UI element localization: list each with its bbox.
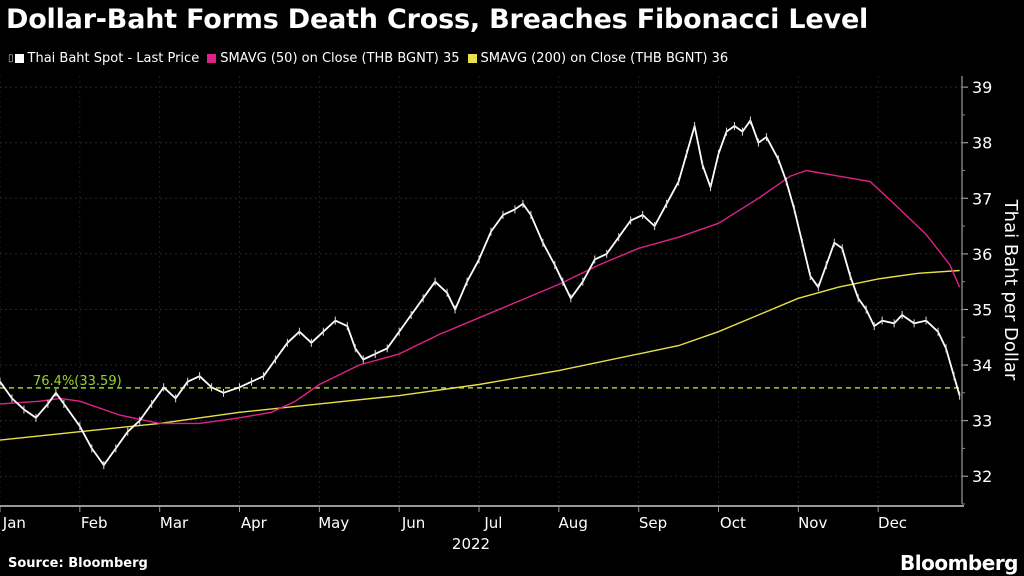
x-tick-label-mar: Mar [160,514,189,532]
y-tick-label-32: 32 [972,467,992,486]
brand-logo: Bloomberg [900,551,1018,575]
y-tick-label-38: 38 [972,134,992,153]
x-tick-label-sep: Sep [639,514,667,532]
x-tick-label-dec: Dec [878,514,907,532]
fib-level-label: 76.4%(33.59) [33,374,122,389]
series-sma200-line [0,269,960,441]
legend-swatch-spot [14,54,24,63]
y-axis-title: Thai Baht per Dollar [1000,199,1021,381]
x-tick-label-jan: Jan [2,514,26,532]
legend-item-sma200: SMAVG (200) on Close (THB BGNT) 36 [467,51,729,66]
legend-label-sma50: SMAVG (50) on Close (THB BGNT) 35 [220,51,460,66]
x-tick-label-may: May [318,514,349,532]
legend: ▯ Thai Baht Spot - Last Price SMAVG (50)… [8,51,736,66]
y-tick-label-36: 36 [972,245,992,264]
legend-swatch-sma50 [207,54,217,63]
chart-title: Dollar-Baht Forms Death Cross, Breaches … [6,4,869,35]
y-tick-label-35: 35 [972,300,992,319]
series-sma50-line [0,169,961,425]
y-tick-label-39: 39 [972,78,992,97]
x-tick-label-nov: Nov [798,514,827,532]
legend-label-sma200: SMAVG (200) on Close (THB BGNT) 36 [480,51,729,66]
x-tick-label-aug: Aug [559,514,588,532]
legend-item-spot: Thai Baht Spot - Last Price [14,51,200,66]
y-tick-label-34: 34 [972,356,992,375]
source-note: Source: Bloomberg [8,556,148,571]
x-tick-label-jun: Jun [401,514,425,532]
x-axis-year-label: 2022 [452,535,490,553]
legend-label-spot: Thai Baht Spot - Last Price [27,51,200,66]
x-tick-label-jul: Jul [483,514,502,532]
x-tick-label-apr: Apr [241,514,268,532]
y-tick-label-37: 37 [972,189,992,208]
x-tick-label-oct: Oct [720,514,746,532]
chart-area: 32 33 34 35 36 37 38 39 Thai Baht per Dollar Jan F… [0,76,1021,553]
legend-item-sma50: SMAVG (50) on Close (THB BGNT) 35 [207,51,460,66]
legend-marker-icon: ▯ [8,53,14,64]
y-tick-label-33: 33 [972,412,992,431]
x-tick-label-feb: Feb [81,514,108,532]
legend-swatch-sma200 [467,54,477,63]
